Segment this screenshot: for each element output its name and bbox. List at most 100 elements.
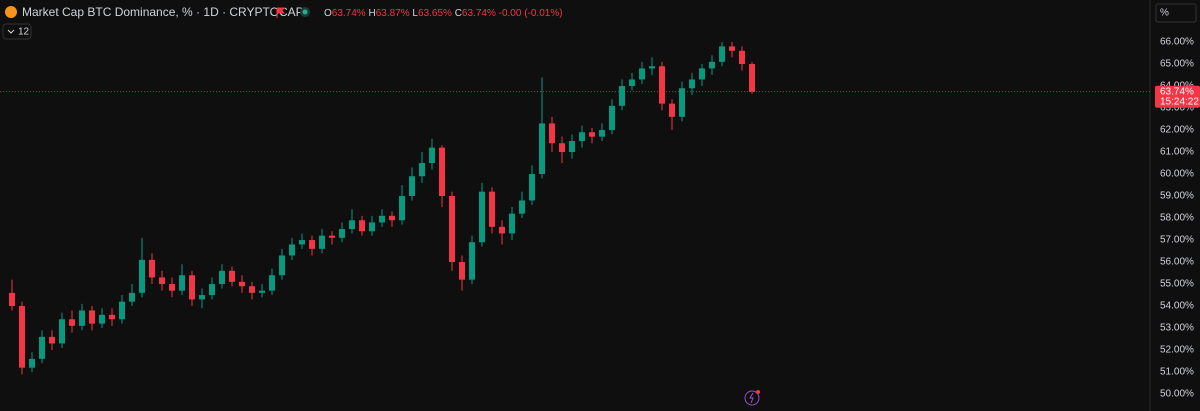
candle-body bbox=[409, 176, 415, 197]
candle-body bbox=[709, 61, 715, 69]
candle-body bbox=[319, 235, 325, 249]
lightning-ring[interactable] bbox=[744, 390, 760, 406]
chart-title: Market Cap BTC Dominance, % · 1D · CRYPT… bbox=[22, 5, 304, 19]
candle-body bbox=[9, 292, 15, 307]
candle-body bbox=[659, 66, 665, 104]
y-tick-label: 50.00% bbox=[1160, 389, 1194, 400]
candle-body bbox=[29, 358, 35, 368]
chevron bbox=[7, 29, 15, 34]
candle-body bbox=[499, 226, 505, 234]
y-tick-label: 65.00% bbox=[1160, 59, 1194, 70]
y-tick-label: 61.00% bbox=[1160, 147, 1194, 158]
candle-body bbox=[169, 284, 175, 291]
candle-body bbox=[279, 255, 285, 276]
candle-body bbox=[419, 163, 425, 177]
candle-body bbox=[489, 191, 495, 227]
candle-body bbox=[449, 196, 455, 263]
collapse-button[interactable] bbox=[2, 23, 32, 40]
ohlc-value: 63.87% bbox=[376, 8, 410, 19]
notification-dot bbox=[756, 390, 760, 394]
candle-body bbox=[399, 196, 405, 221]
candle-body bbox=[329, 235, 335, 238]
candle-body bbox=[139, 259, 145, 293]
y-tick-label: 52.00% bbox=[1160, 345, 1194, 356]
candle-body bbox=[19, 306, 25, 368]
y-tick-label: 62.00% bbox=[1160, 125, 1194, 136]
price-tag-value: 63.74% bbox=[1160, 86, 1194, 97]
candle-body bbox=[349, 220, 355, 230]
candle-body bbox=[159, 277, 165, 285]
candle-body bbox=[509, 213, 515, 234]
ohlc-value: 63.65% bbox=[418, 8, 452, 19]
y-tick-label: 54.00% bbox=[1160, 301, 1194, 312]
ohlc-key: C bbox=[455, 8, 462, 19]
candle-body bbox=[729, 46, 735, 51]
ohlc-value: 63.74% bbox=[462, 8, 496, 19]
candle-body bbox=[469, 242, 475, 280]
candle-body bbox=[649, 66, 655, 69]
candle-body bbox=[379, 215, 385, 223]
countdown: 15:24:22 bbox=[1160, 96, 1199, 107]
candle-body bbox=[719, 46, 725, 62]
ohlc-key: O bbox=[324, 8, 332, 19]
candle-body bbox=[529, 174, 535, 201]
y-tick-label: 63.00% bbox=[1160, 103, 1194, 114]
y-tick-label: 58.00% bbox=[1160, 213, 1194, 224]
candle-body bbox=[589, 132, 595, 137]
symbol-icon bbox=[5, 6, 17, 18]
plot bbox=[9, 42, 755, 375]
status-dot bbox=[302, 9, 308, 15]
flag-icon[interactable] bbox=[276, 7, 286, 18]
ohlc-change: -0.00 (-0.01%) bbox=[499, 8, 563, 19]
candle-body bbox=[559, 143, 565, 153]
candle-body bbox=[569, 141, 575, 153]
candle-body bbox=[669, 103, 675, 117]
candle-body bbox=[579, 132, 585, 142]
candle-body bbox=[219, 270, 225, 285]
candle-body bbox=[629, 79, 635, 87]
candle-body bbox=[199, 295, 205, 300]
candle-body bbox=[209, 284, 215, 296]
candle-body bbox=[269, 275, 275, 291]
candle-body bbox=[239, 281, 245, 287]
candle-body bbox=[309, 240, 315, 249]
candle-body bbox=[429, 147, 435, 164]
indicator-count[interactable]: 12 bbox=[18, 27, 30, 38]
y-tick-label: 51.00% bbox=[1160, 367, 1194, 378]
candle-body bbox=[259, 290, 265, 293]
y-tick-label: 66.00% bbox=[1160, 37, 1194, 48]
header: Market Cap BTC Dominance, % · 1D · CRYPT… bbox=[2, 3, 1197, 40]
y-tick-label: 56.00% bbox=[1160, 257, 1194, 268]
candle-body bbox=[69, 319, 75, 326]
candle-body bbox=[109, 314, 115, 320]
candle-body bbox=[229, 270, 235, 282]
candle-body bbox=[389, 215, 395, 221]
candle-body bbox=[299, 240, 305, 245]
candle-body bbox=[479, 191, 485, 243]
y-tick-label: 59.00% bbox=[1160, 191, 1194, 202]
candle-body bbox=[149, 259, 155, 278]
candle-body bbox=[289, 244, 295, 256]
candle-body bbox=[119, 301, 125, 320]
scale-button-label[interactable]: % bbox=[1160, 8, 1169, 19]
candle-body bbox=[89, 310, 95, 324]
ohlc-value: 63.74% bbox=[332, 8, 366, 19]
candle-body bbox=[599, 130, 605, 137]
candle-body bbox=[49, 336, 55, 344]
candle-body bbox=[639, 68, 645, 80]
y-tick-label: 57.00% bbox=[1160, 235, 1194, 246]
ohlc: O63.74% H63.87% L63.65% C63.74% -0.00 (-… bbox=[324, 8, 563, 19]
candle-body bbox=[539, 123, 545, 175]
y-tick-label: 60.00% bbox=[1160, 169, 1194, 180]
ohlc-key: L bbox=[412, 8, 418, 19]
candle-body bbox=[179, 275, 185, 291]
candle-body bbox=[609, 105, 615, 131]
scale-button[interactable] bbox=[1155, 3, 1197, 23]
lightning bbox=[749, 392, 754, 404]
bottom-icon[interactable] bbox=[744, 390, 760, 406]
candle-body bbox=[549, 123, 555, 144]
candle-body bbox=[359, 220, 365, 232]
